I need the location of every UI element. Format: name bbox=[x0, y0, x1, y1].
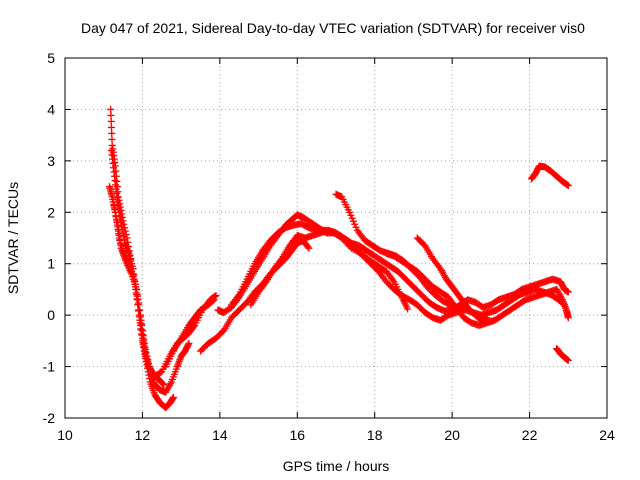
data-point bbox=[563, 181, 571, 189]
data-point bbox=[564, 314, 572, 322]
data-point bbox=[347, 211, 355, 219]
series-track-h bbox=[227, 220, 468, 324]
data-point bbox=[348, 214, 356, 222]
x-axis-label: GPS time / hours bbox=[283, 458, 390, 474]
data-point bbox=[136, 306, 144, 314]
data-point bbox=[135, 301, 143, 309]
data-point bbox=[108, 135, 116, 143]
data-point bbox=[210, 296, 218, 304]
y-tick-label: 3 bbox=[47, 153, 55, 169]
x-tick-label: 24 bbox=[599, 427, 615, 443]
data-point bbox=[132, 285, 140, 293]
x-tick-label: 10 bbox=[57, 427, 73, 443]
data-point bbox=[108, 129, 116, 137]
data-point bbox=[351, 220, 359, 228]
data-point bbox=[107, 105, 115, 113]
x-tick-label: 20 bbox=[444, 427, 460, 443]
data-point bbox=[145, 359, 153, 367]
data-point bbox=[107, 111, 115, 119]
data-point bbox=[107, 117, 115, 125]
data-point bbox=[304, 243, 312, 251]
data-point bbox=[135, 307, 143, 315]
y-tick-label: 4 bbox=[47, 101, 55, 117]
y-tick-label: 5 bbox=[47, 50, 55, 66]
data-point bbox=[349, 217, 357, 225]
plot-frame bbox=[64, 57, 608, 419]
chart-title: Day 047 of 2021, Sidereal Day-to-day VTE… bbox=[81, 20, 585, 36]
data-point bbox=[564, 356, 572, 364]
series-track-e bbox=[162, 296, 218, 371]
y-tick-label: -1 bbox=[43, 359, 56, 375]
data-point bbox=[190, 323, 198, 331]
data-point bbox=[209, 297, 217, 305]
data-point bbox=[169, 393, 177, 401]
y-tick-label: 2 bbox=[47, 204, 55, 220]
data-point bbox=[159, 380, 167, 388]
x-tick-label: 22 bbox=[522, 427, 538, 443]
data-point bbox=[564, 182, 572, 190]
data-point bbox=[564, 288, 572, 296]
series-track-a bbox=[107, 105, 168, 389]
series-track-l bbox=[413, 234, 491, 324]
data-point bbox=[346, 208, 354, 216]
data-point bbox=[140, 342, 148, 350]
x-tick-label: 16 bbox=[289, 427, 305, 443]
data-point bbox=[143, 352, 151, 360]
data-point bbox=[131, 280, 139, 288]
data-point bbox=[305, 244, 313, 252]
data-point bbox=[142, 349, 150, 357]
data-point bbox=[211, 292, 219, 300]
x-tick-label: 18 bbox=[367, 427, 383, 443]
data-point bbox=[133, 291, 141, 299]
y-axis-label: SDTVAR / TECUs bbox=[5, 182, 21, 294]
data-point bbox=[185, 339, 193, 347]
data-point bbox=[404, 305, 412, 313]
data-point bbox=[107, 123, 115, 131]
series-track-m bbox=[528, 162, 572, 190]
data-points bbox=[106, 105, 572, 412]
data-point bbox=[134, 296, 142, 304]
data-point bbox=[212, 292, 220, 300]
x-tick-label: 14 bbox=[212, 427, 228, 443]
data-point bbox=[483, 314, 491, 322]
series-track-k bbox=[382, 249, 572, 329]
series-track-n bbox=[553, 345, 572, 364]
y-tick-label: -2 bbox=[43, 410, 56, 426]
data-point bbox=[352, 223, 360, 231]
y-tick-label: 1 bbox=[47, 256, 55, 272]
data-point bbox=[144, 356, 152, 364]
x-tick-label: 12 bbox=[135, 427, 151, 443]
data-point bbox=[141, 345, 149, 353]
y-tick-label: 0 bbox=[47, 307, 55, 323]
series-track-d bbox=[109, 198, 220, 381]
data-point bbox=[160, 381, 168, 389]
